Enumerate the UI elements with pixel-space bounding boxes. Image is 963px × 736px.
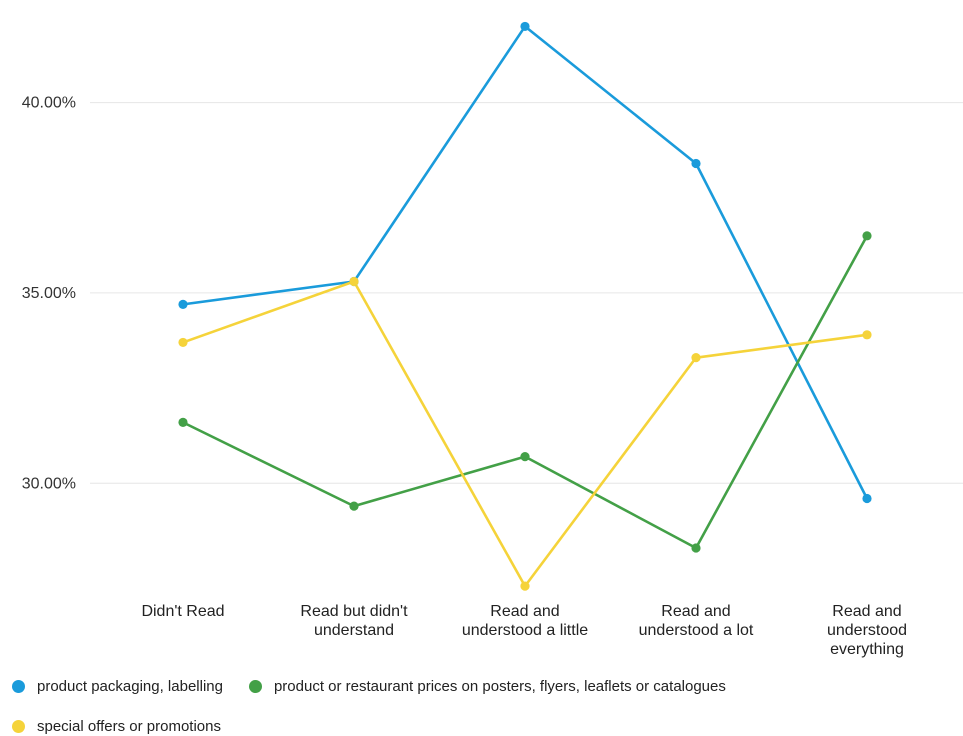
y-tick-label: 40.00% (22, 95, 76, 112)
legend-item[interactable]: product packaging, labelling (12, 676, 223, 696)
grid-lines (90, 102, 963, 484)
legend-label: product packaging, labelling (37, 677, 223, 695)
x-category-label-line: Read and (832, 603, 901, 620)
x-category-label-line: understood a lot (639, 622, 754, 639)
series-line-0 (181, 25, 869, 500)
data-point[interactable] (691, 353, 701, 363)
y-tick-label: 35.00% (22, 285, 76, 302)
data-point[interactable] (178, 299, 188, 309)
legend-label: product or restaurant prices on posters,… (273, 677, 726, 695)
data-point[interactable] (862, 231, 872, 241)
x-category-label-line: Read but didn't (300, 603, 408, 620)
data-point[interactable] (520, 581, 530, 591)
x-category-label: Read and understood everything (827, 603, 907, 658)
legend-item[interactable]: product or restaurant prices on posters,… (248, 676, 726, 696)
legend-item[interactable]: special offers or promotions (12, 716, 221, 736)
data-point[interactable] (520, 452, 530, 462)
x-category-label-line: Read and (661, 603, 730, 620)
data-point[interactable] (691, 158, 701, 169)
x-category-label: Read and understood a lot (639, 603, 754, 639)
series-line-1 (181, 234, 869, 550)
series-points (178, 21, 872, 591)
y-axis-tick-labels: 30.00% 35.00% 40.00% (22, 95, 76, 493)
data-point[interactable] (349, 276, 359, 287)
line-chart: 30.00% 35.00% 40.00% Didn't Read Read but d… (22, 21, 963, 658)
data-point[interactable] (862, 330, 872, 340)
data-point[interactable] (691, 543, 701, 553)
data-point[interactable] (349, 501, 359, 511)
x-category-label-line: understood (827, 622, 907, 639)
x-category-label: Read and understood a little (462, 603, 588, 639)
data-point[interactable] (178, 417, 188, 427)
legend-label: special offers or promotions (37, 717, 221, 735)
x-category-label: Read but didn't understand (300, 603, 408, 639)
x-category-label-line: Didn't Read (141, 603, 224, 620)
data-point[interactable] (520, 21, 530, 32)
x-category-label-line: understand (314, 622, 394, 639)
series-lines (181, 25, 869, 588)
y-tick-label: 30.00% (22, 475, 76, 492)
x-category-label: Didn't Read (141, 603, 224, 620)
series-line-2 (181, 280, 869, 588)
legend-dot-icon (12, 679, 25, 693)
x-category-label-line: Read and (490, 603, 559, 620)
data-point[interactable] (862, 493, 872, 504)
x-category-label-line: everything (830, 641, 904, 658)
x-category-label-line: understood a little (462, 622, 588, 639)
legend-dot-icon (248, 679, 262, 693)
data-point[interactable] (178, 337, 188, 348)
legend-dot-icon (12, 719, 25, 733)
chart-legend: product packaging, labelling product or r… (12, 676, 952, 736)
x-axis-category-labels: Didn't Read Read but didn't understandRead… (141, 603, 907, 658)
